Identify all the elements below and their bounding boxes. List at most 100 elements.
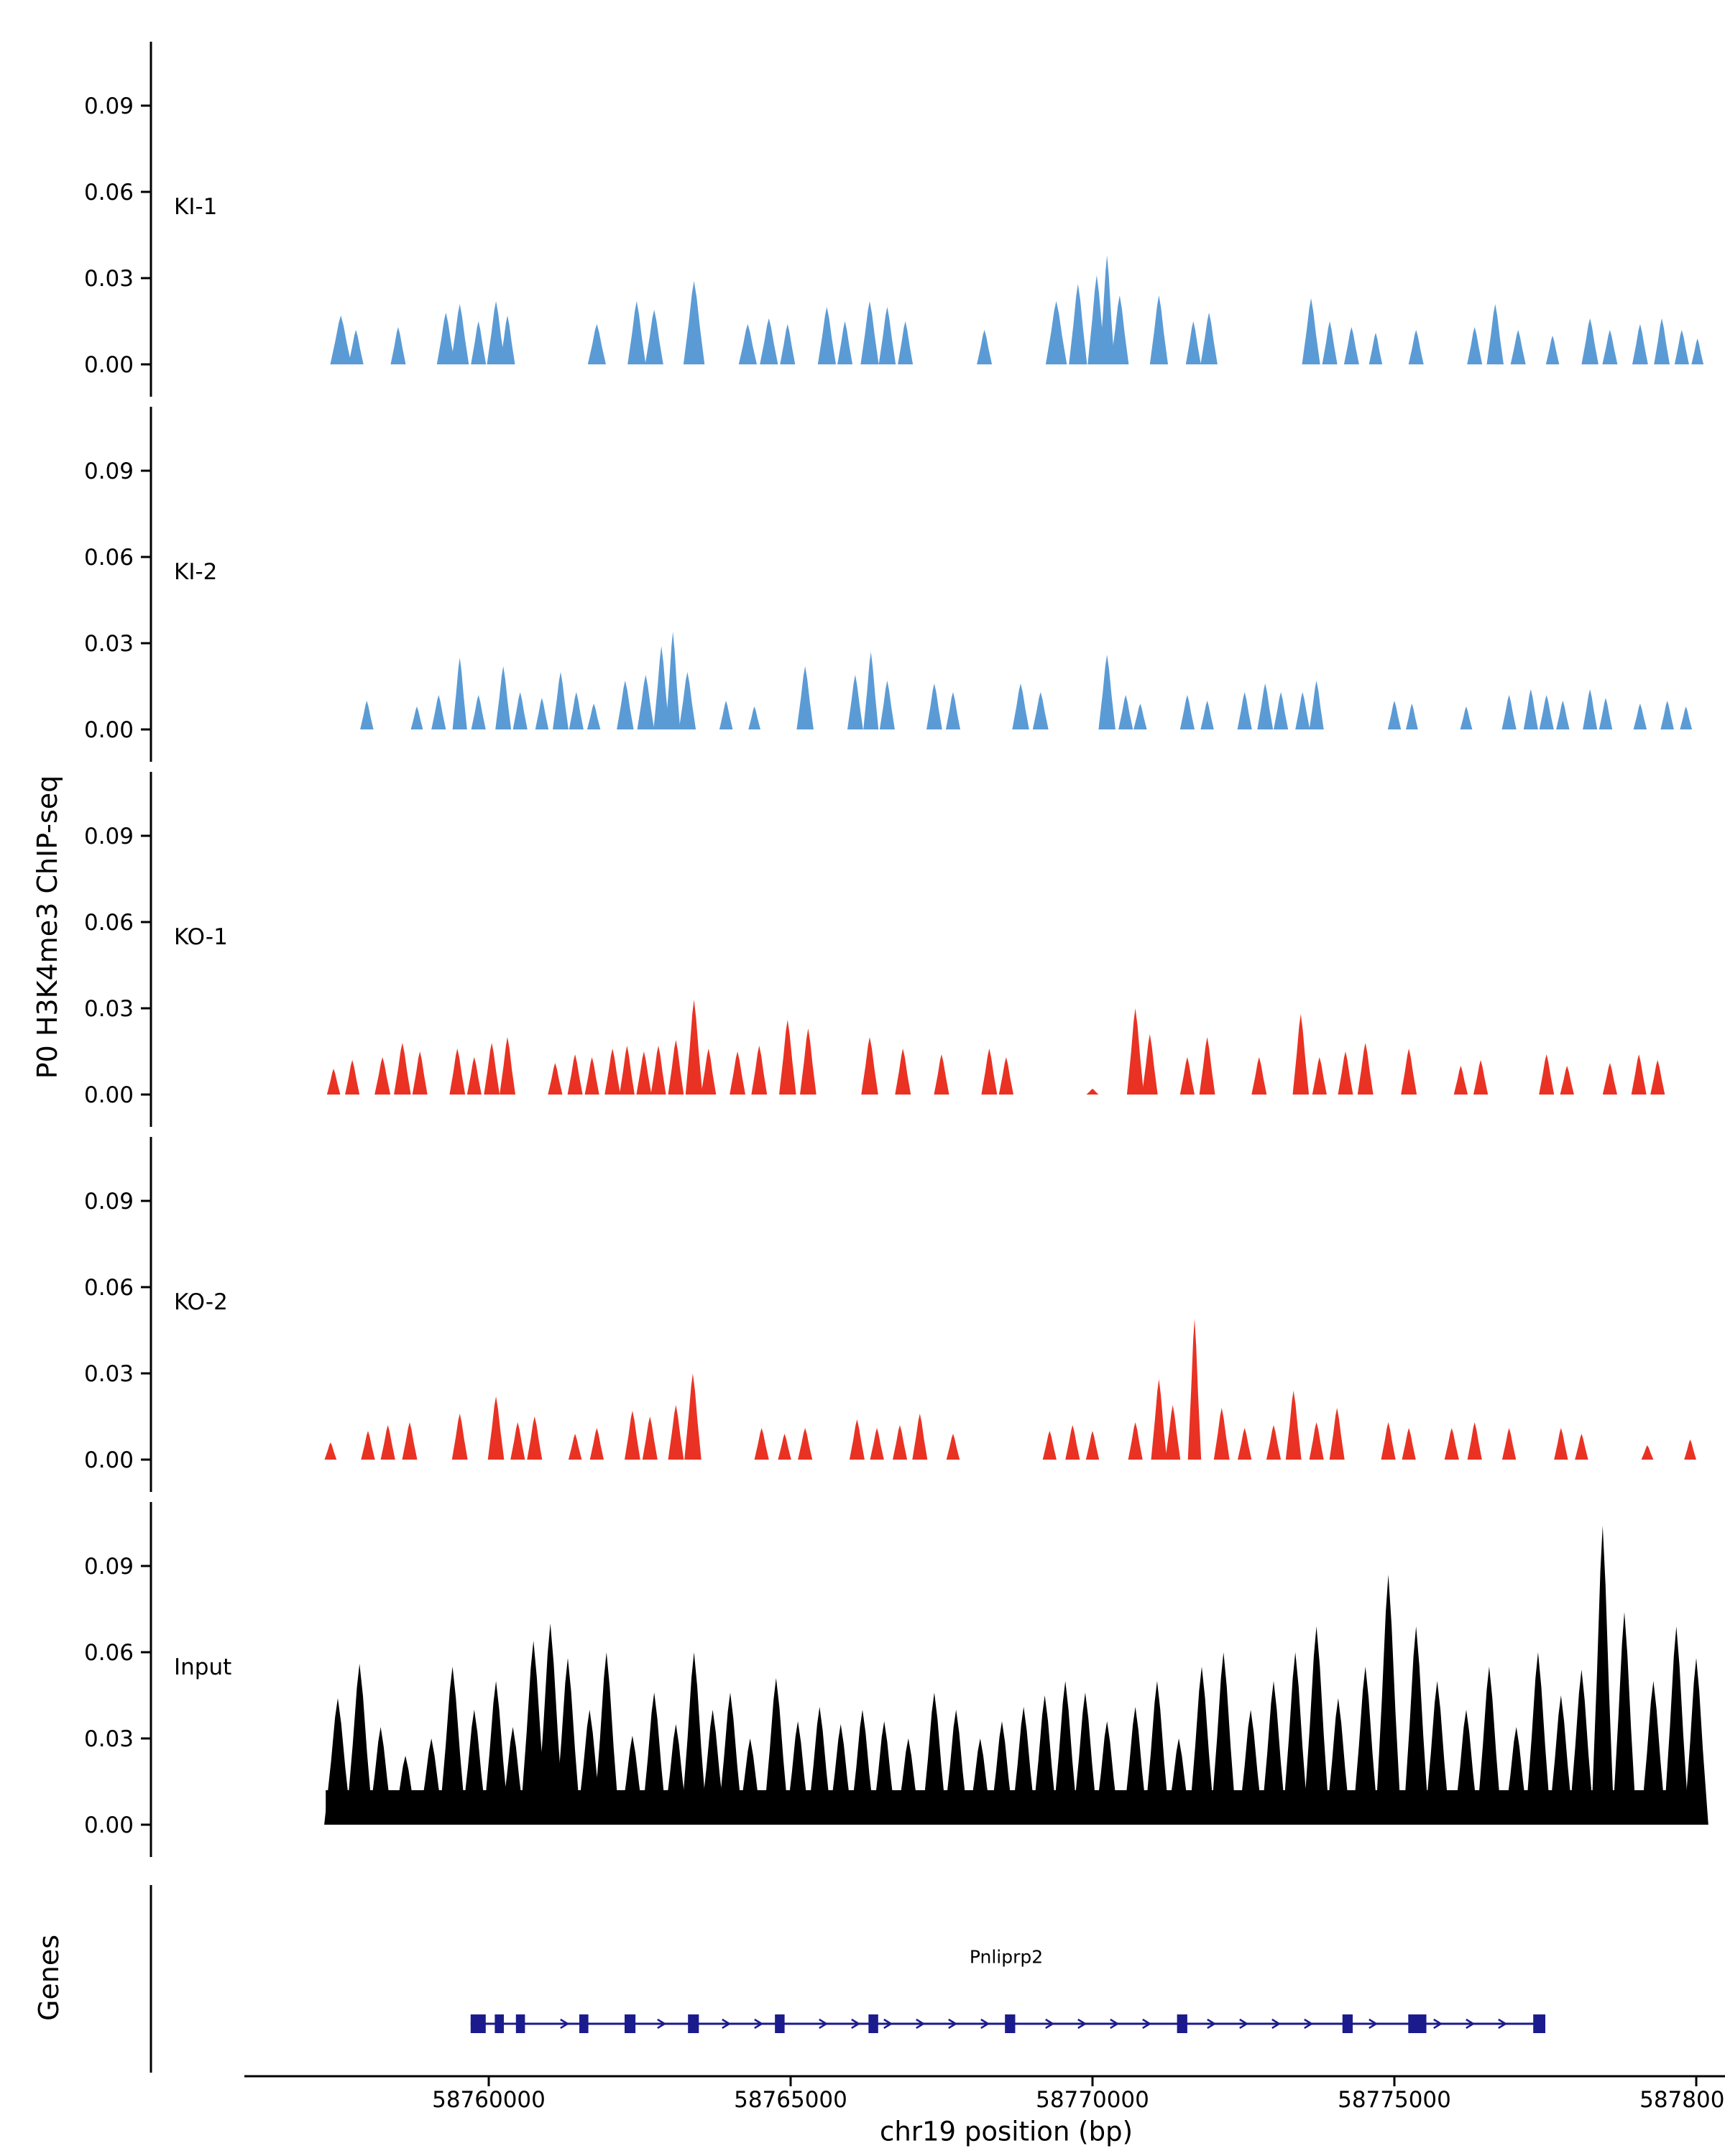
- signal-peak-ki-2: [1523, 689, 1538, 729]
- signal-peak-input: [1261, 1681, 1287, 1825]
- signal-peak-ko-2: [642, 1416, 658, 1460]
- signal-peak-ki-2: [719, 701, 733, 729]
- signal-peak-ki-2: [945, 692, 960, 729]
- signal-peak-ko-2: [625, 1411, 640, 1460]
- y-tick-label-ki-1: 0.06: [84, 180, 134, 206]
- signal-peak-ki-1: [1602, 330, 1618, 364]
- signal-peak-ko-1: [701, 1049, 717, 1095]
- signal-peak-ko-1: [1401, 1049, 1417, 1095]
- gene-strand-arrow-icon: [948, 2018, 958, 2030]
- signal-peak-ko-1: [1453, 1066, 1468, 1095]
- signal-peak-ko-1: [934, 1054, 949, 1095]
- signal-peak-ko-1: [861, 1037, 878, 1095]
- y-tick-label-ko-1: 0.03: [84, 996, 134, 1022]
- signal-peak-input: [1524, 1652, 1551, 1825]
- signal-peak-ko-2: [589, 1428, 604, 1460]
- signal-peak-ki-1: [977, 330, 993, 364]
- signal-peak-ki-1: [817, 307, 836, 364]
- gene-exon: [515, 2014, 525, 2033]
- signal-peak-ki-1: [1302, 298, 1320, 364]
- signal-peak-ki-2: [748, 706, 760, 729]
- signal-peak-ko-1: [895, 1049, 911, 1095]
- signal-peak-ki-2: [1633, 704, 1647, 729]
- signal-peak-ko-1: [1086, 1089, 1099, 1095]
- gene-exon: [625, 2014, 636, 2033]
- signal-peak-ki-1: [1510, 330, 1526, 364]
- signal-peak-ki-2: [360, 701, 374, 729]
- signal-peak-ki-2: [666, 632, 681, 729]
- signal-peak-ko-1: [981, 1049, 998, 1095]
- gene-exon: [579, 2014, 589, 2033]
- signal-peak-input: [717, 1692, 743, 1825]
- gene-exon: [494, 2014, 504, 2033]
- signal-peak-ko-1: [636, 1051, 652, 1095]
- signal-peak-ko-2: [487, 1396, 505, 1460]
- track-label-ko-1: KO-1: [174, 924, 228, 950]
- signal-peak-ki-1: [436, 313, 455, 364]
- signal-peak-ki-2: [586, 704, 601, 729]
- gene-strand-arrow-icon: [1045, 2018, 1055, 2030]
- y-tick-label-ki-1: 0.09: [84, 93, 134, 119]
- signal-peak-ki-1: [1674, 330, 1689, 364]
- signal-peak-ko-2: [1187, 1319, 1202, 1460]
- signal-peak-ko-2: [324, 1442, 337, 1460]
- signal-peak-ki-1: [645, 310, 663, 364]
- x-tick-label: 58775000: [1338, 2087, 1451, 2113]
- gene-strand-arrow-icon: [1077, 2018, 1087, 2030]
- signal-peak-ko-1: [668, 1040, 684, 1095]
- signal-peak-ki-1: [1045, 301, 1067, 364]
- signal-peak-ki-2: [1598, 698, 1613, 729]
- y-tick-label-ki-1: 0.00: [84, 352, 134, 378]
- y-tick-label-input: 0.09: [84, 1554, 134, 1580]
- signal-peak-input: [438, 1667, 466, 1825]
- gene-strand-arrow-icon: [851, 2018, 861, 2030]
- signal-peak-ki-2: [512, 692, 528, 729]
- signal-peak-ko-2: [1641, 1445, 1654, 1460]
- signal-peak-ki-1: [471, 321, 487, 364]
- signal-peak-input: [368, 1727, 393, 1825]
- signal-peak-ko-2: [668, 1405, 684, 1460]
- signal-peak-ko-1: [345, 1060, 360, 1095]
- signal-peak-ki-1: [1486, 304, 1504, 364]
- signal-peak-ko-1: [1473, 1060, 1489, 1095]
- signal-peak-ki-2: [653, 646, 670, 729]
- signal-peak-ki-1: [1581, 318, 1598, 364]
- signal-peak-ki-2: [1387, 701, 1402, 729]
- signal-peak-ki-1: [878, 307, 896, 364]
- signal-peak-ko-1: [1312, 1057, 1327, 1095]
- gene-strand-arrow-icon: [722, 2018, 732, 2030]
- signal-peak-ko-2: [870, 1428, 884, 1460]
- gene-strand-arrow-icon: [1498, 2018, 1508, 2030]
- signal-peak-ki-2: [1680, 706, 1693, 729]
- gene-exon: [1005, 2014, 1016, 2033]
- signal-peak-ko-2: [1467, 1422, 1482, 1460]
- signal-peak-ki-1: [487, 301, 505, 364]
- gene-exon: [1177, 2014, 1187, 2033]
- y-tick-label-ko-2: 0.03: [84, 1361, 134, 1387]
- signal-peak-ko-2: [1213, 1408, 1230, 1460]
- y-tick-label-ki-2: 0.09: [84, 459, 134, 484]
- signal-peak-ko-2: [893, 1425, 908, 1460]
- signal-peak-ko-2: [402, 1422, 418, 1460]
- signal-peak-ki-2: [1583, 689, 1598, 729]
- signal-peak-ko-1: [1179, 1057, 1195, 1095]
- signal-peak-ki-1: [898, 321, 914, 364]
- signal-peak-ki-1: [1110, 295, 1129, 364]
- signal-peak-input: [921, 1692, 947, 1825]
- signal-peak-input: [943, 1710, 969, 1825]
- signal-peak-ki-2: [1460, 706, 1473, 729]
- signal-peak-input: [593, 1652, 620, 1825]
- signal-peak-ko-1: [619, 1046, 635, 1095]
- signal-peak-input: [1640, 1681, 1666, 1825]
- signal-peak-ki-1: [1632, 324, 1648, 364]
- signal-peak-ko-1: [1631, 1054, 1647, 1095]
- y-tick-label-ko-2: 0.09: [84, 1189, 134, 1215]
- gene-exon: [1408, 2014, 1427, 2033]
- signal-peak-ki-2: [1257, 683, 1274, 729]
- signal-peak-ki-1: [348, 330, 364, 364]
- gene-strand-arrow-icon: [1304, 2018, 1314, 2030]
- signal-peak-input: [536, 1623, 564, 1825]
- signal-peak-ko-2: [1309, 1422, 1324, 1460]
- x-axis-title: chr19 position (bp): [879, 2116, 1133, 2147]
